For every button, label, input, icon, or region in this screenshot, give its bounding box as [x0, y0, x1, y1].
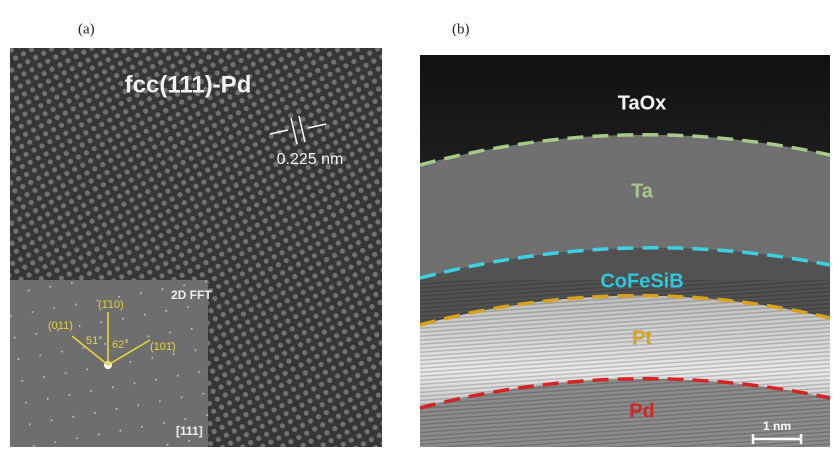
scale-bar-label: 1 nm	[763, 419, 791, 433]
inset-title: 2D FFT	[171, 288, 212, 302]
fft-vectors	[71, 312, 151, 366]
panel-label: (a)	[78, 21, 95, 37]
spacing-marker	[269, 115, 327, 145]
spot-label: (011)	[48, 320, 73, 332]
panel-label: (b)	[452, 21, 470, 37]
spot-label: (101̄)	[150, 341, 176, 353]
layer-label: Pt	[632, 327, 652, 349]
interfaces	[419, 133, 831, 410]
angle-label: 51°	[86, 335, 103, 347]
lattice-fringes	[420, 280, 830, 447]
spot-label: (1̄10)	[98, 299, 124, 311]
layer-label: CoFeSiB	[600, 270, 683, 292]
spacing-label: 0.225 nm	[277, 151, 344, 168]
angle-label: 62°	[112, 339, 129, 351]
layer-label: TaOx	[618, 92, 667, 114]
scale-bar	[751, 434, 803, 444]
image-title: fcc(111)-Pd	[125, 71, 252, 98]
zone-axis: [111]	[176, 424, 203, 438]
layer-label: Pd	[629, 400, 655, 422]
layer-label: Ta	[631, 180, 654, 202]
